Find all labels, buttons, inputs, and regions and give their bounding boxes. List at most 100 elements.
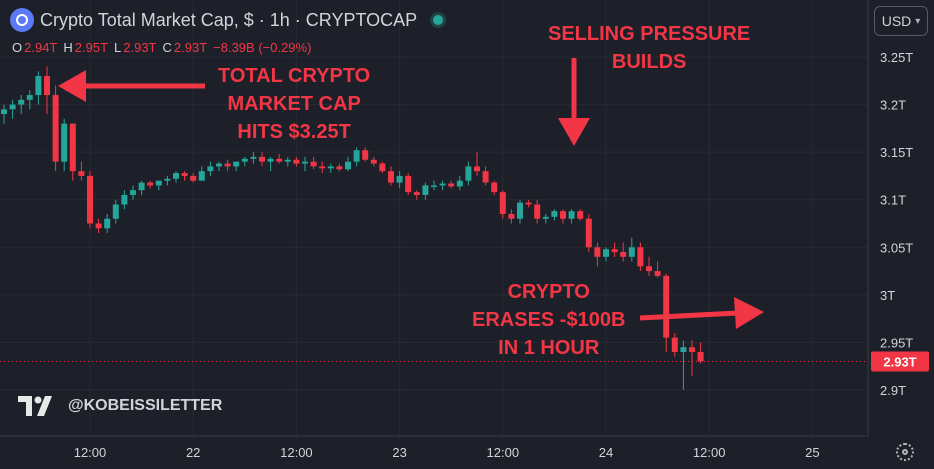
candle-body [594, 247, 601, 257]
candle-body [491, 182, 498, 193]
candle-body [35, 76, 42, 96]
candle-body [560, 211, 566, 219]
annotation-peak-arrow-head [58, 70, 86, 102]
candle-body [620, 252, 627, 257]
candle-body [87, 175, 93, 224]
annotation-crash-arrow-shaft [639, 310, 739, 321]
candle-body [551, 211, 558, 217]
candle-body [517, 202, 523, 219]
candle-body [190, 175, 197, 181]
candle-body [173, 173, 179, 179]
currency-select[interactable]: USD ▾ [874, 6, 928, 36]
candle-body [147, 182, 154, 186]
candle-body [431, 185, 437, 187]
candle-body [302, 161, 308, 164]
crypto-logo-icon [10, 8, 34, 32]
candle-body [104, 218, 111, 229]
candle-body [465, 166, 472, 181]
candle-body [456, 180, 463, 187]
candle-body [207, 166, 214, 172]
ohlc-close-value: 2.93T [173, 40, 208, 55]
candle-body [155, 180, 162, 186]
time-tick-label: 12:00 [693, 445, 726, 460]
candle-body [508, 213, 515, 219]
candle-body [499, 192, 506, 214]
candle-body [637, 247, 644, 267]
candle-body [671, 337, 678, 352]
time-tick-label: 24 [599, 445, 613, 460]
candle-body [680, 347, 687, 352]
candle-body [611, 249, 618, 253]
candle-body [422, 185, 429, 195]
candle-body [534, 204, 541, 219]
watermark: @KOBEISSILETTER [18, 396, 222, 416]
candle-body [439, 183, 446, 186]
candle-body [646, 266, 652, 272]
price-tick-label: 3.15T [880, 145, 913, 160]
candle-body [628, 247, 635, 257]
ohlc-high-value: 2.95T [74, 40, 109, 55]
tradingview-logo-icon [18, 396, 52, 416]
candle-body [267, 158, 274, 162]
candle-body [259, 156, 265, 162]
time-tick-label: 25 [805, 445, 819, 460]
annotation-crash-line3: IN 1 HOUR [498, 337, 600, 359]
candle-body [95, 223, 102, 229]
candle-body [663, 275, 670, 338]
annotation-selling: SELLING PRESSURE BUILDS [548, 20, 750, 76]
candle-body [474, 166, 480, 172]
chart-header: Crypto Total Market Cap, $ · 1h · CRYPTO… [10, 8, 444, 32]
symbol-title[interactable]: Crypto Total Market Cap, $ · 1h · CRYPTO… [40, 9, 418, 30]
gear-icon[interactable] [896, 443, 914, 461]
candle-body [61, 123, 68, 162]
candle-body [241, 158, 248, 162]
candle-body [327, 166, 334, 169]
annotation-selling-arrow-head [558, 118, 590, 146]
ohlc-open-key: O [12, 40, 23, 55]
candle-body [413, 192, 420, 195]
candle-body [44, 76, 50, 96]
candle-body [353, 150, 360, 162]
candle-body [284, 159, 291, 162]
candle-body [336, 166, 343, 170]
candle-body [388, 171, 394, 183]
candle-body [577, 211, 584, 219]
candle-body [370, 159, 377, 164]
annotation-selling-line1: SELLING PRESSURE [548, 23, 751, 45]
annotation-crash-arrow-head [734, 297, 764, 329]
ohlc-change-value: −8.39B (−0.29%) [213, 40, 312, 55]
currency-label: USD [881, 13, 912, 29]
candle-body [293, 159, 300, 164]
candle-body [198, 171, 205, 181]
time-tick-label: 12:00 [280, 445, 313, 460]
candle-body [345, 161, 351, 170]
ohlc-legend: O 2.94T H 2.95T L 2.93T C 2.93T −8.39B (… [12, 40, 315, 55]
price-tick-label: 2.9T [880, 383, 906, 398]
ohlc-open-value: 2.94T [24, 40, 58, 55]
price-tick-label: 3.1T [880, 193, 906, 208]
candle-body [121, 194, 128, 205]
annotation-peak-line2: MARKET CAP [227, 93, 361, 115]
candle-body [112, 204, 119, 219]
candle-body [233, 161, 240, 167]
candle-body [69, 123, 76, 172]
candle-body [362, 150, 369, 160]
price-tick-label: 3.05T [880, 240, 913, 255]
annotation-peak-line3: HITS $3.25T [237, 121, 351, 143]
candle-body [310, 161, 317, 167]
candle-body [276, 158, 283, 162]
annotation-peak-line1: TOTAL CRYPTO [218, 65, 371, 87]
chevron-down-icon: ▾ [915, 15, 921, 27]
candle-body [78, 171, 85, 176]
time-tick-label: 22 [186, 445, 200, 460]
candle-body [697, 351, 704, 362]
price-tick-label: 3.25T [880, 50, 913, 65]
ohlc-high-key: H [63, 40, 73, 55]
time-tick-label: 12:00 [487, 445, 520, 460]
candle-body [224, 163, 231, 167]
candle-body [130, 190, 136, 195]
candle-body [181, 173, 188, 176]
market-status-icon [433, 15, 444, 25]
